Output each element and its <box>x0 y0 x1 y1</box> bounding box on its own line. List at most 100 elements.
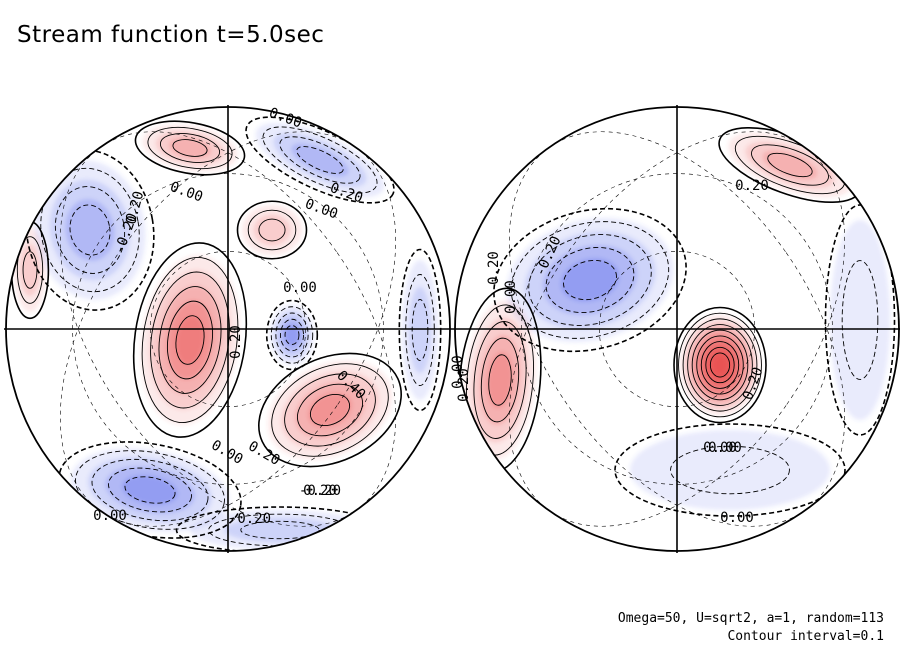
chart-title: Stream function t=5.0sec <box>17 22 325 48</box>
contour-1-3-2 <box>751 144 829 186</box>
contour-0-4-0 <box>236 200 308 260</box>
contour-label-1-7: 0.20 <box>456 368 472 402</box>
shade-0-3-2 <box>291 143 349 177</box>
contour-0-0-1 <box>16 236 44 304</box>
contour-0-6-4 <box>284 325 300 345</box>
contour-0-7-3 <box>297 383 363 437</box>
contour-0-8-2 <box>91 458 209 522</box>
contour-label-0-12: -0.20 <box>229 511 271 527</box>
shade-0-6-3 <box>284 324 300 346</box>
contour-0-7-1 <box>271 363 389 457</box>
shade-0-5-4 <box>176 315 204 365</box>
contour-1-2-5 <box>696 335 744 395</box>
contour-0-3-2 <box>279 136 361 184</box>
contour-0-6-2 <box>275 312 309 358</box>
contour-0-5-4 <box>167 300 213 380</box>
hemisphere-outline-0 <box>5 106 451 552</box>
contour-label-1-8: 0.00 <box>720 510 754 526</box>
shade-1-2-7 <box>712 355 728 375</box>
contour-1-0-4 <box>563 259 617 301</box>
shade-1-0-3 <box>560 258 620 302</box>
contour-0-8-4 <box>124 476 176 504</box>
contour-1-0-3 <box>545 247 635 313</box>
contour-1-2-0 <box>673 306 767 424</box>
contour-label-1-9: 0.00 <box>703 440 737 456</box>
contour-label-1-4: 0.00 <box>450 355 466 389</box>
contour-label-1-0: 0.20 <box>735 178 769 194</box>
contour-label-0-13: -0.20 <box>299 483 341 499</box>
contour-label-0-14: 0.00 <box>93 508 127 524</box>
contour-1-1-2 <box>473 321 527 439</box>
contour-0-10-1 <box>405 274 435 386</box>
contour-label-1-3: 0.00 <box>503 280 519 314</box>
axes-overlay <box>4 105 900 553</box>
contour-0-6-0 <box>265 299 319 371</box>
contour-0-3-0 <box>245 116 395 204</box>
shade-0-8-3 <box>122 475 178 505</box>
contour-0-9-2 <box>240 520 320 540</box>
contour-1-4-0 <box>824 204 896 436</box>
contour-0-1-1 <box>40 167 140 293</box>
contour-0-7-2 <box>284 373 376 447</box>
contour-1-6-2 <box>493 550 547 551</box>
shade-1-4-0 <box>830 220 890 420</box>
contour-1-6-1 <box>471 543 569 551</box>
contour-1-6-0 <box>455 536 590 551</box>
contour-0-2-2 <box>159 133 221 163</box>
contour-0-6-1 <box>270 306 314 364</box>
shade-1-5-0 <box>630 430 830 510</box>
shade-1-6-0 <box>460 540 580 551</box>
contour-0-10-2 <box>411 299 429 361</box>
contour-0-5-1 <box>141 257 239 423</box>
shade-0-7-3 <box>308 392 352 428</box>
contour-1-2-1 <box>678 312 762 418</box>
contour-label-1-6: 0.00 <box>708 440 742 456</box>
contour-0-4-2 <box>258 218 286 242</box>
contour-label-0-5: 0.20 <box>228 325 244 359</box>
contour-1-2-7 <box>705 346 735 384</box>
contour-1-2-4 <box>691 329 749 401</box>
contour-1-2-6 <box>700 341 740 389</box>
contour-0-1-2 <box>54 186 126 274</box>
contour-1-1-4 <box>488 354 512 406</box>
contour-0-2-1 <box>147 126 233 170</box>
contour-0-10-0 <box>398 248 442 412</box>
shading-layer <box>14 122 438 550</box>
contour-1-5-0 <box>614 423 846 517</box>
shade-1-3-2 <box>762 150 818 180</box>
contour-0-5-5 <box>175 315 205 365</box>
contour-0-4-1 <box>247 209 297 251</box>
shade-0-1-2 <box>65 199 115 261</box>
contour-1-5-1 <box>670 445 790 495</box>
contour-1-0-2 <box>528 234 652 326</box>
contour-0-3-1 <box>262 126 378 194</box>
shade-1-1-3 <box>487 352 513 408</box>
contour-1-3-1 <box>734 135 846 195</box>
contour-1-2-8 <box>709 352 731 378</box>
contour-0-8-0 <box>58 441 242 539</box>
contour-label-1-2: 0.20 <box>486 251 502 285</box>
contour-0-7-4 <box>309 393 351 427</box>
contour-0-5-3 <box>158 286 222 394</box>
contour-1-4-1 <box>841 260 879 380</box>
contour-0-5-0 <box>132 242 248 438</box>
contour-0-8-3 <box>108 467 192 513</box>
contour-1-2-3 <box>687 324 753 406</box>
hemisphere-outline-1 <box>454 106 900 552</box>
contour-0-7-0 <box>258 352 402 468</box>
contour-1-2-2 <box>682 318 758 412</box>
contour-1-3-3 <box>767 152 813 178</box>
contour-interval-note: Contour interval=0.1 <box>727 629 884 644</box>
shade-1-6-1 <box>483 547 557 551</box>
contour-label-0-4: 0.00 <box>283 280 317 296</box>
contour-0-2-0 <box>134 120 246 176</box>
contour-0-3-3 <box>296 146 344 174</box>
parameter-note: Omega=50, U=sqrt2, a=1, random=113 <box>617 611 884 626</box>
contour-label-0-10: 0.20 <box>303 483 337 499</box>
contour-0-6-3 <box>280 318 305 352</box>
contour-1-0-1 <box>510 221 670 339</box>
contour-1-0-0 <box>493 207 687 353</box>
contour-1-1-3 <box>480 337 520 423</box>
